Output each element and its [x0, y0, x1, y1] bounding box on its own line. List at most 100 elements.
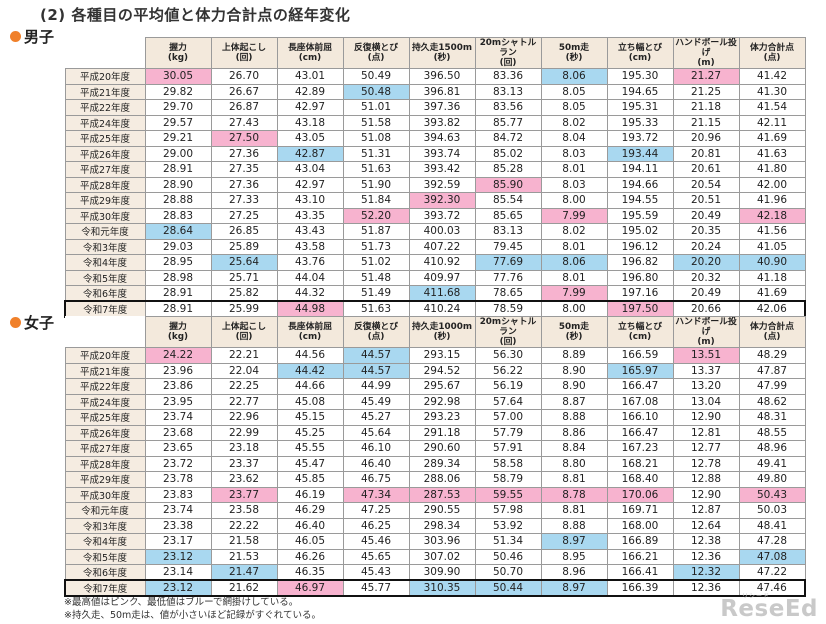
- value-cell: 41.63: [738, 145, 806, 162]
- value-cell: 43.76: [276, 254, 344, 271]
- year-cell: 平成28年度: [64, 176, 146, 193]
- value-cell: 28.91: [144, 285, 212, 302]
- column-header: 長座体前屈 (cm): [276, 37, 344, 69]
- value-cell-min: 165.97: [606, 362, 674, 379]
- value-cell: 27.36: [210, 176, 278, 193]
- value-cell: 396.50: [408, 68, 476, 85]
- header-corner: [64, 37, 146, 69]
- value-cell: 22.99: [210, 424, 278, 441]
- value-cell-min: 44.42: [276, 362, 344, 379]
- value-cell: 45.43: [342, 564, 410, 581]
- value-cell: 166.39: [606, 579, 674, 597]
- value-cell: 291.18: [408, 424, 476, 441]
- value-cell: 45.49: [342, 393, 410, 410]
- column-header: 体力合計点 (点): [738, 37, 806, 69]
- value-cell: 8.04: [540, 130, 608, 147]
- column-header: 20mシャトルラン (回): [474, 316, 542, 348]
- value-cell: 8.96: [540, 564, 608, 581]
- value-cell: 45.65: [342, 548, 410, 565]
- value-cell: 196.80: [606, 269, 674, 286]
- value-cell: 307.02: [408, 548, 476, 565]
- value-cell: 57.91: [474, 440, 542, 457]
- value-cell: 50.46: [474, 548, 542, 565]
- value-cell: 23.38: [144, 517, 212, 534]
- value-cell: 294.52: [408, 362, 476, 379]
- value-cell: 167.08: [606, 393, 674, 410]
- value-cell: 29.82: [144, 83, 212, 100]
- year-cell: 令和元年度: [64, 223, 146, 240]
- value-cell: 400.03: [408, 223, 476, 240]
- value-cell: 8.03: [540, 176, 608, 193]
- value-cell: 298.34: [408, 517, 476, 534]
- value-cell: 41.05: [738, 238, 806, 255]
- value-cell: 46.40: [342, 455, 410, 472]
- value-cell: 43.05: [276, 130, 344, 147]
- value-cell: 58.79: [474, 471, 542, 488]
- column-header: 握力 (kg): [144, 316, 212, 348]
- table-row: 平成21年度 29.82 26.67 42.89 50.48 396.81 83.13 8.0…: [64, 83, 806, 100]
- year-cell: 平成21年度: [64, 83, 146, 100]
- value-cell: 167.23: [606, 440, 674, 457]
- value-cell: 292.98: [408, 393, 476, 410]
- table-row: 令和5年度 23.12 21.53 46.26 45.65 307.02 50.46 8.95…: [64, 548, 806, 565]
- value-cell: 28.91: [144, 161, 212, 178]
- girls-label-text: 女子: [24, 314, 55, 332]
- value-cell-max: 24.22: [144, 347, 212, 364]
- year-cell: 平成28年度: [64, 455, 146, 472]
- table-row: 平成20年度 30.05 26.70 43.01 50.49 396.50 83.36 8.0…: [64, 68, 806, 85]
- value-cell: 20.49: [672, 285, 740, 302]
- year-cell: 平成22年度: [64, 99, 146, 116]
- value-cell: 51.49: [342, 285, 410, 302]
- year-cell: 平成26年度: [64, 145, 146, 162]
- value-cell: 51.87: [342, 223, 410, 240]
- value-cell-max: 7.99: [540, 285, 608, 302]
- value-cell: 50.70: [474, 564, 542, 581]
- value-cell: 41.69: [738, 285, 806, 302]
- table-row: 令和3年度 23.38 22.22 46.40 46.25 298.34 53.92 8.88…: [64, 517, 806, 534]
- value-cell: 46.05: [276, 533, 344, 550]
- value-cell: 22.21: [210, 347, 278, 364]
- value-cell: 8.02: [540, 223, 608, 240]
- year-cell: 令和3年度: [64, 517, 146, 534]
- value-cell: 166.41: [606, 564, 674, 581]
- value-cell: 79.45: [474, 238, 542, 255]
- column-header: 上体起こし (回): [210, 37, 278, 69]
- value-cell-min: 23.12: [144, 579, 212, 597]
- value-cell: 78.59: [474, 300, 542, 318]
- value-cell: 166.59: [606, 347, 674, 364]
- bullet-dot-icon: [10, 31, 21, 42]
- table-row: 平成26年度 23.68 22.99 45.25 45.64 291.18 57.79 8.8…: [64, 424, 806, 441]
- value-cell: 169.71: [606, 502, 674, 519]
- value-cell: 23.17: [144, 533, 212, 550]
- value-cell: 29.03: [144, 238, 212, 255]
- value-cell: 45.08: [276, 393, 344, 410]
- value-cell: 410.24: [408, 300, 476, 318]
- value-cell-min: 21.47: [210, 564, 278, 581]
- value-cell: 45.64: [342, 424, 410, 441]
- value-cell: 45.55: [276, 440, 344, 457]
- value-cell: 397.36: [408, 99, 476, 116]
- value-cell-max: 392.30: [408, 192, 476, 209]
- value-cell: 47.25: [342, 502, 410, 519]
- table-row: 平成20年度 24.22 22.21 44.56 44.57 293.15 56.30 8.8…: [64, 347, 806, 364]
- value-cell: 56.30: [474, 347, 542, 364]
- value-cell-max: 23.77: [210, 486, 278, 503]
- year-cell: 平成26年度: [64, 424, 146, 441]
- value-cell: 48.29: [738, 347, 806, 364]
- value-cell: 396.81: [408, 83, 476, 100]
- value-cell: 20.54: [672, 176, 740, 193]
- year-cell: 令和4年度: [64, 533, 146, 550]
- value-cell: 12.36: [672, 579, 740, 597]
- value-cell: 51.01: [342, 99, 410, 116]
- value-cell: 47.99: [738, 378, 806, 395]
- value-cell-max: 59.55: [474, 486, 542, 503]
- value-cell: 303.96: [408, 533, 476, 550]
- value-cell-max: 27.50: [210, 130, 278, 147]
- value-cell-min: 8.06: [540, 68, 608, 85]
- value-cell: 21.15: [672, 114, 740, 131]
- value-cell: 48.55: [738, 424, 806, 441]
- value-cell: 26.87: [210, 99, 278, 116]
- value-cell: 20.81: [672, 145, 740, 162]
- girls-table: 握力 (kg) 上体起こし (回) 長座体前屈 (cm) 反復横とび (点) 持久走10…: [64, 316, 806, 597]
- value-cell: 21.58: [210, 533, 278, 550]
